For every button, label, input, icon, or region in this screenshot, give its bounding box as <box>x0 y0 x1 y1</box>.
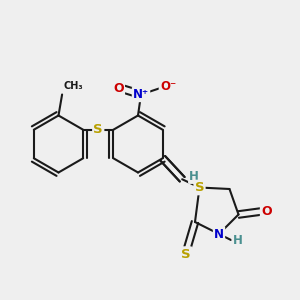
Text: O: O <box>261 205 272 218</box>
Text: O: O <box>113 82 124 95</box>
Text: CH₃: CH₃ <box>64 82 83 92</box>
Text: S: S <box>181 248 191 261</box>
Text: S: S <box>93 123 103 136</box>
Text: N: N <box>214 227 224 241</box>
Text: N⁺: N⁺ <box>133 88 149 101</box>
Text: O⁻: O⁻ <box>160 80 176 94</box>
Text: H: H <box>233 233 242 247</box>
Text: S: S <box>195 181 204 194</box>
Text: H: H <box>189 170 199 183</box>
